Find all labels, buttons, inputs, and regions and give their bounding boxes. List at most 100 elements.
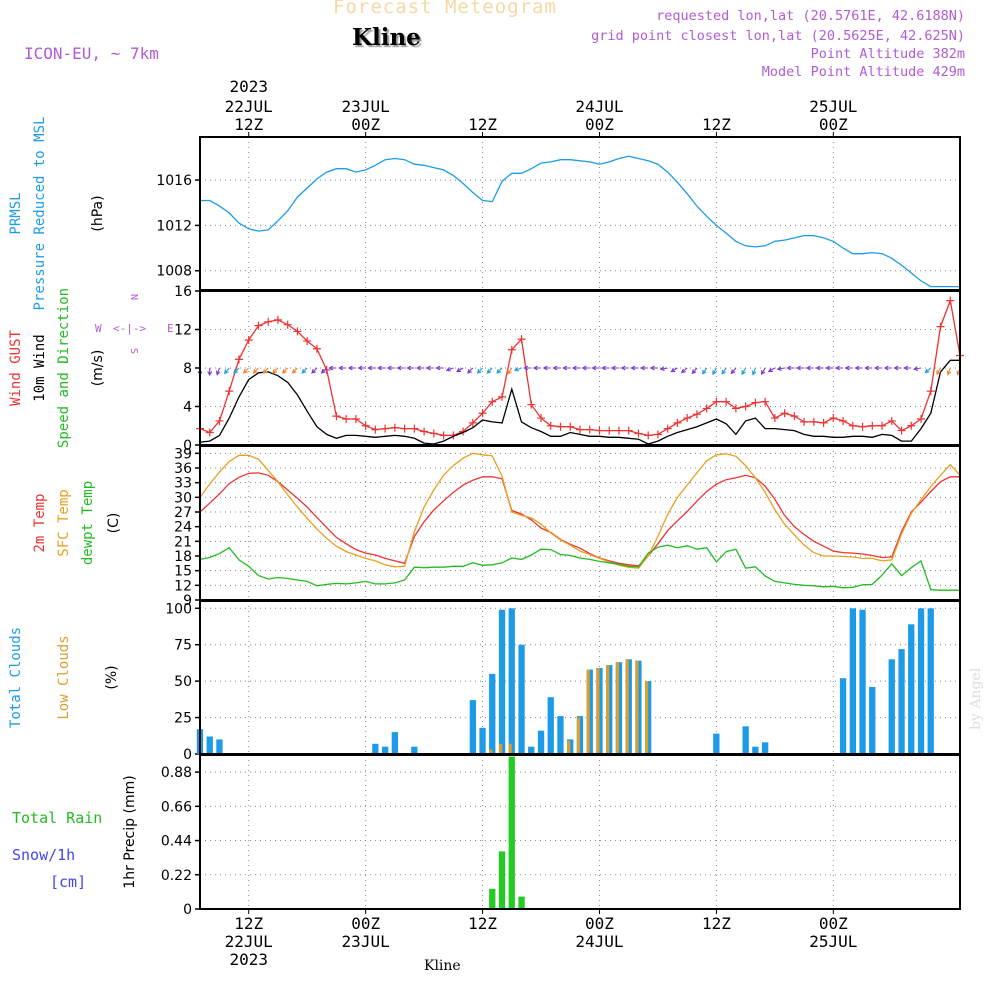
bar-low-clouds (615, 662, 619, 754)
requested-coords: requested lon,lat (20.5761E, 42.6188N) (656, 8, 965, 24)
y-tick-label: 16 (174, 284, 192, 300)
panel-ylabel: PRMSL (8, 192, 24, 234)
bar-low-clouds (596, 668, 600, 754)
bar-total-clouds (557, 716, 564, 754)
gust-marker (653, 430, 662, 439)
panel-ylabel: Total Clouds (8, 627, 24, 728)
wind-arrow (455, 367, 464, 373)
bar-low-clouds (586, 669, 590, 754)
gust-marker (585, 425, 594, 434)
gust-marker (819, 418, 828, 427)
precip-label-cm: [cm] (50, 873, 86, 891)
wind-arrow (649, 365, 658, 371)
wind-arrow (767, 367, 776, 373)
panel-ylabel: Pressure Reduced to MSL (32, 117, 48, 311)
gust-marker (634, 429, 643, 438)
compass-e: E (167, 322, 174, 335)
gust-marker (809, 417, 818, 426)
gust-marker (420, 427, 429, 436)
bar-low-clouds (508, 743, 512, 754)
gust-marker (790, 412, 799, 421)
gust-marker (624, 426, 633, 435)
wind-arrow (903, 365, 912, 371)
y-tick-label: 0.22 (161, 868, 192, 884)
bottom-time-label: 24JUL (575, 932, 623, 951)
wind-arrow (272, 367, 279, 374)
bar-total-clouds (859, 609, 866, 754)
gust-marker (614, 426, 623, 435)
gust-marker (498, 392, 507, 401)
wind-arrow (523, 365, 532, 371)
gust-marker (264, 317, 273, 326)
wind-arrow (233, 367, 240, 374)
y-tick-label: 0.88 (161, 765, 192, 781)
station-name: Kline (352, 24, 421, 51)
bar-total-rain (498, 851, 506, 909)
wind-arrow (425, 365, 434, 371)
bar-total-clouds (713, 733, 720, 754)
bottom-time-label: 22JUL (225, 932, 273, 951)
bar-total-clouds (752, 746, 759, 754)
panel-ylabel: dewpt Temp (80, 481, 96, 565)
y-tick-label: 1016 (156, 173, 192, 189)
wind-arrow (328, 365, 337, 371)
bar-total-clouds (518, 644, 525, 754)
gust-marker (225, 387, 234, 396)
y-tick-label: 9 (183, 593, 192, 609)
gust-marker (868, 421, 877, 430)
wind-arrow (691, 367, 698, 375)
bottom-time-label: 23JUL (342, 932, 390, 951)
wind-arrow (281, 367, 289, 374)
panel-frame (199, 136, 961, 291)
gust-marker (429, 429, 438, 438)
wind-arrow (893, 365, 902, 371)
wind-arrow (924, 367, 932, 374)
top-time-label: 12Z (702, 115, 731, 134)
bar-low-clouds (489, 749, 493, 754)
gust-marker (517, 335, 526, 344)
bar-total-clouds (547, 697, 554, 754)
gust-marker (673, 418, 682, 427)
compass-arrows: <-|-> (113, 322, 146, 335)
gust-marker (839, 416, 848, 425)
model-altitude: Model Point Altitude 429m (761, 64, 965, 80)
gust-marker (897, 426, 906, 435)
gust-marker (770, 414, 779, 423)
wind-arrow (215, 367, 221, 376)
gust-marker (254, 321, 263, 330)
bar-total-rain (518, 896, 525, 909)
panel-ylabel: Low Clouds (56, 635, 72, 719)
y-tick-label: 12 (174, 323, 192, 339)
wind-arrow (376, 365, 386, 371)
gust-marker (556, 422, 565, 431)
bottom-time-label: 00Z (351, 914, 380, 933)
wind-arrow (702, 367, 708, 375)
bar-total-clouds (216, 739, 223, 754)
top-time-label: 24JUL (575, 97, 623, 116)
gust-marker (712, 397, 721, 406)
gust-marker (478, 409, 487, 418)
gust-marker (751, 398, 760, 407)
bar-low-clouds (635, 660, 639, 754)
bar-total-clouds (927, 608, 934, 754)
gust-marker (400, 424, 409, 433)
bar-total-clouds (888, 659, 895, 754)
precip-label-snow: Snow/1h (12, 846, 75, 864)
bar-total-clouds (528, 746, 535, 754)
wind-arrow (291, 367, 298, 374)
gust-marker (244, 336, 253, 345)
y-tick-label: 0.66 (161, 799, 192, 815)
top-time-label: 12Z (468, 115, 497, 134)
bar-low-clouds (576, 717, 580, 754)
wind-arrow (751, 367, 757, 376)
gust-marker (780, 409, 789, 418)
wind-arrow (712, 367, 717, 376)
wind-arrow (445, 367, 454, 372)
wind-arrow (805, 365, 814, 371)
bar-low-clouds (567, 740, 571, 754)
wind-arrow (873, 365, 883, 371)
wind-arrow (883, 365, 892, 371)
bottom-time-label: 00Z (585, 914, 614, 933)
